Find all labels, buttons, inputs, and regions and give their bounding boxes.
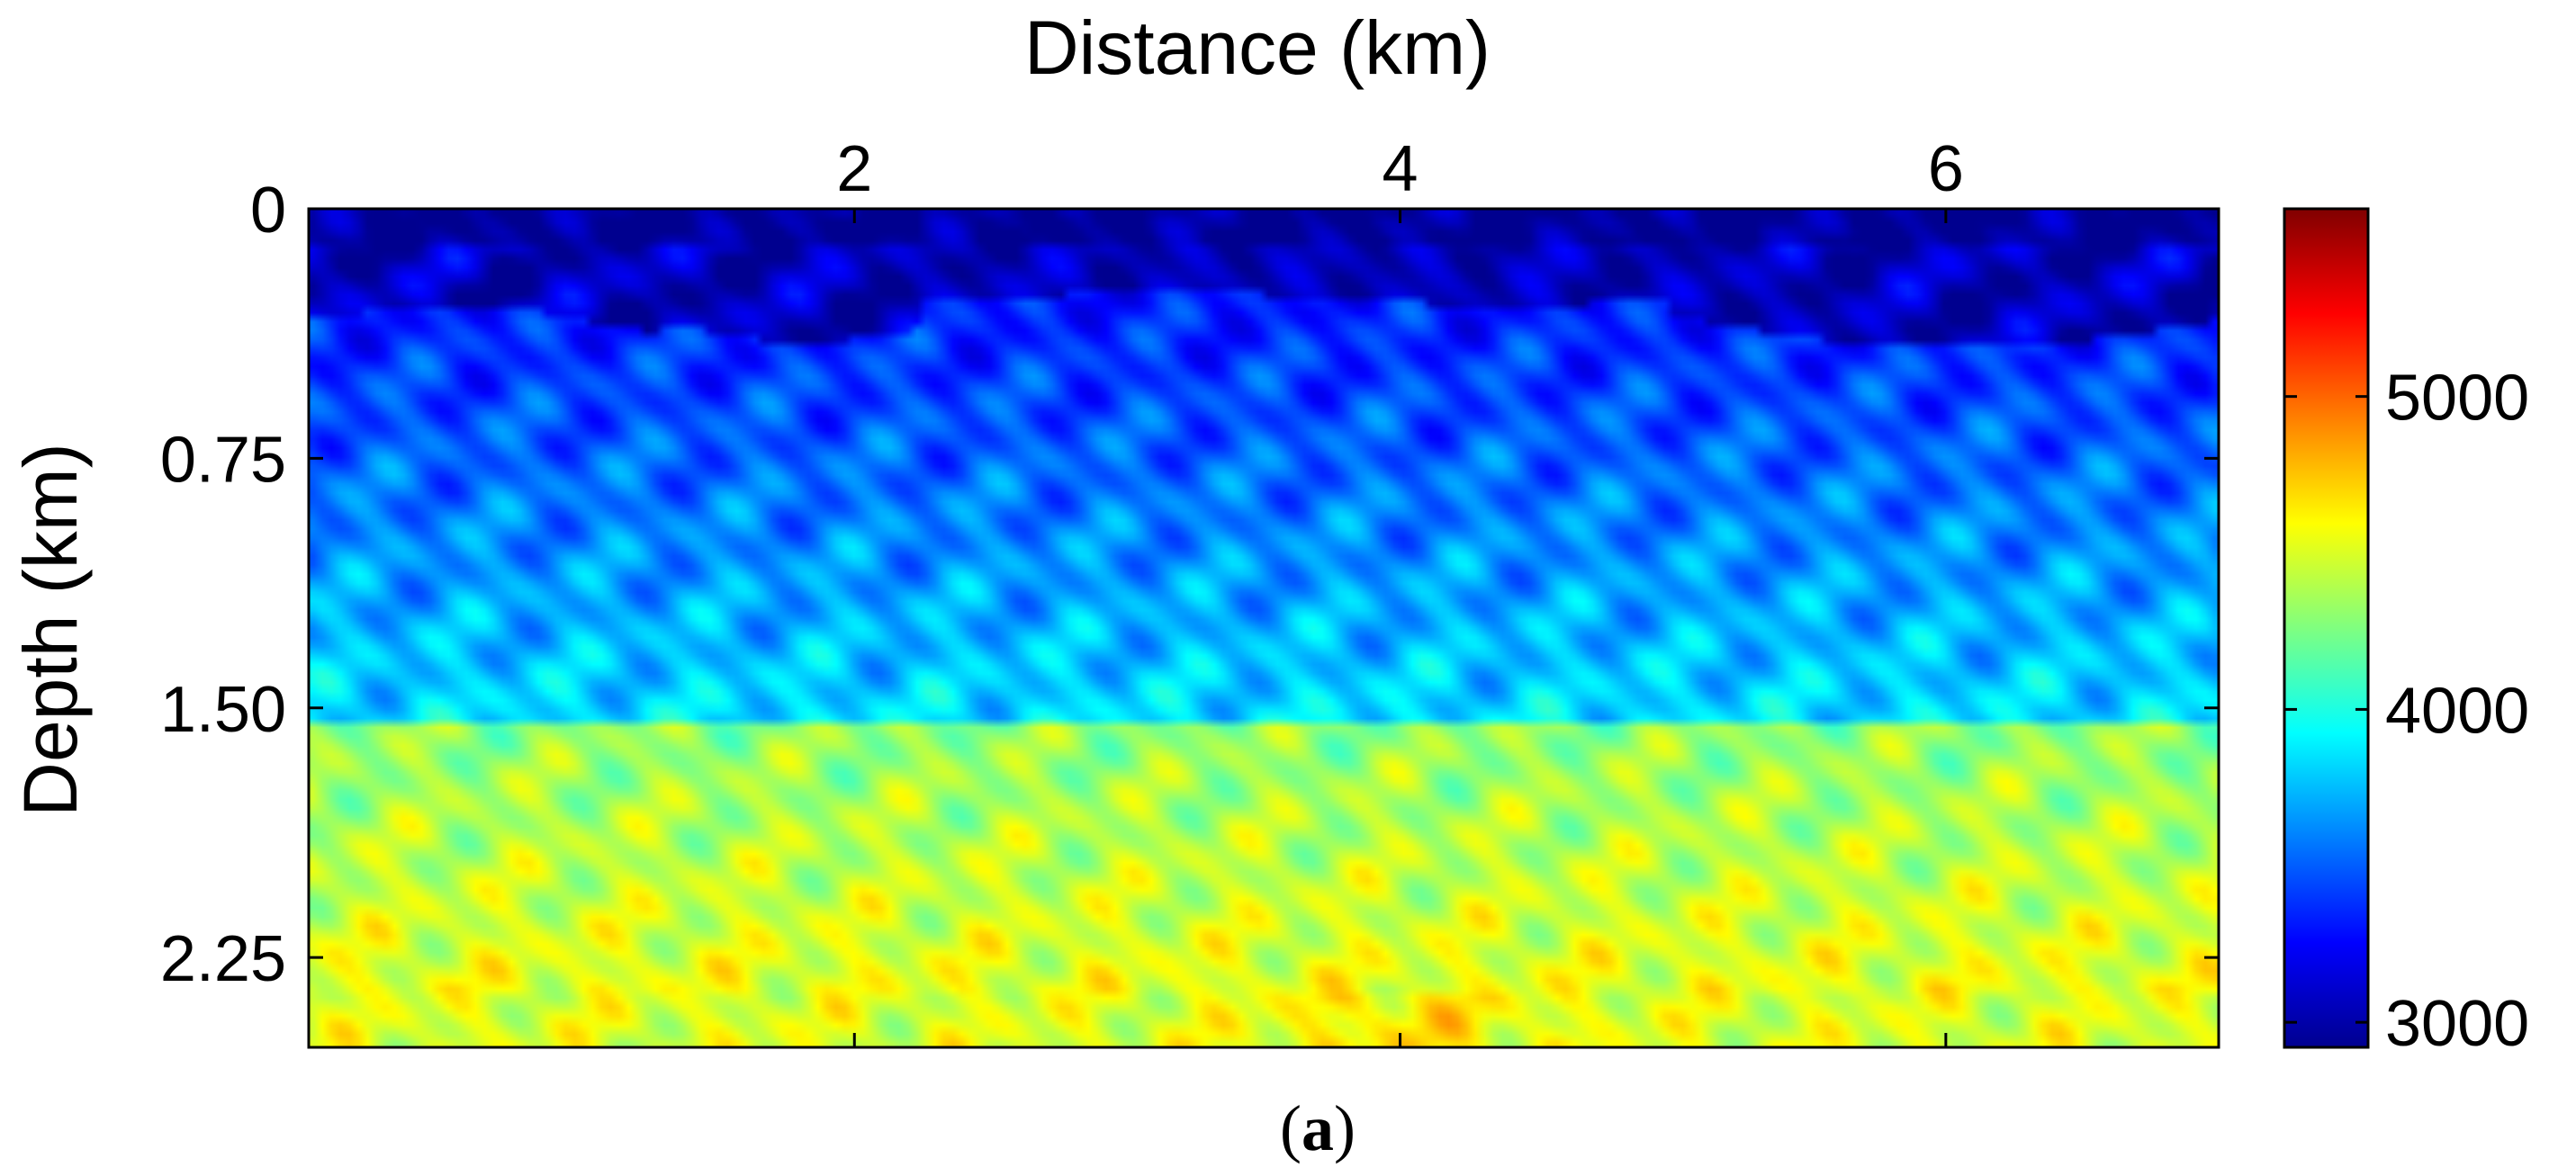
x-tick-label: 4: [1383, 133, 1419, 205]
colorbar-tick-label: 5000: [2385, 363, 2529, 435]
colorbar-tick-label: 3000: [2385, 988, 2529, 1060]
y-tick-label: 2.25: [160, 923, 286, 995]
caption-close-paren: ): [1334, 1092, 1356, 1164]
y-tick-label: 0: [250, 175, 286, 247]
y-tick-label: 1.50: [160, 674, 286, 746]
figure-caption: (a): [1280, 1092, 1356, 1164]
plot-frame: [307, 207, 2220, 1049]
velocity-heatmap-image: [309, 209, 2219, 1047]
y-axis-title: Depth (km): [8, 443, 93, 816]
x-tick-label: 6: [1928, 133, 1964, 205]
colorbar-ticks: 3000 4000 5000: [2284, 363, 2529, 1060]
colorbar-gradient: [2283, 207, 2370, 1049]
caption-letter: a: [1302, 1092, 1334, 1164]
caption-open-paren: (: [1280, 1092, 1302, 1164]
y-tick-label: 0.75: [160, 424, 286, 496]
heatmap-field: [309, 209, 2219, 1047]
x-axis-title-group: Distance (km): [1024, 5, 1491, 90]
colorbar-tick-label: 4000: [2385, 675, 2529, 747]
svg-text:(a): (a): [1280, 1092, 1356, 1164]
y-axis-title-group: Depth (km): [8, 443, 93, 816]
x-tick-label: 2: [836, 133, 872, 205]
y-axis-ticks: 0 0.75 1.50 2.25: [160, 175, 2219, 995]
x-axis-ticks: 2 4 6: [836, 133, 1964, 1047]
x-axis-title: Distance (km): [1024, 5, 1491, 90]
